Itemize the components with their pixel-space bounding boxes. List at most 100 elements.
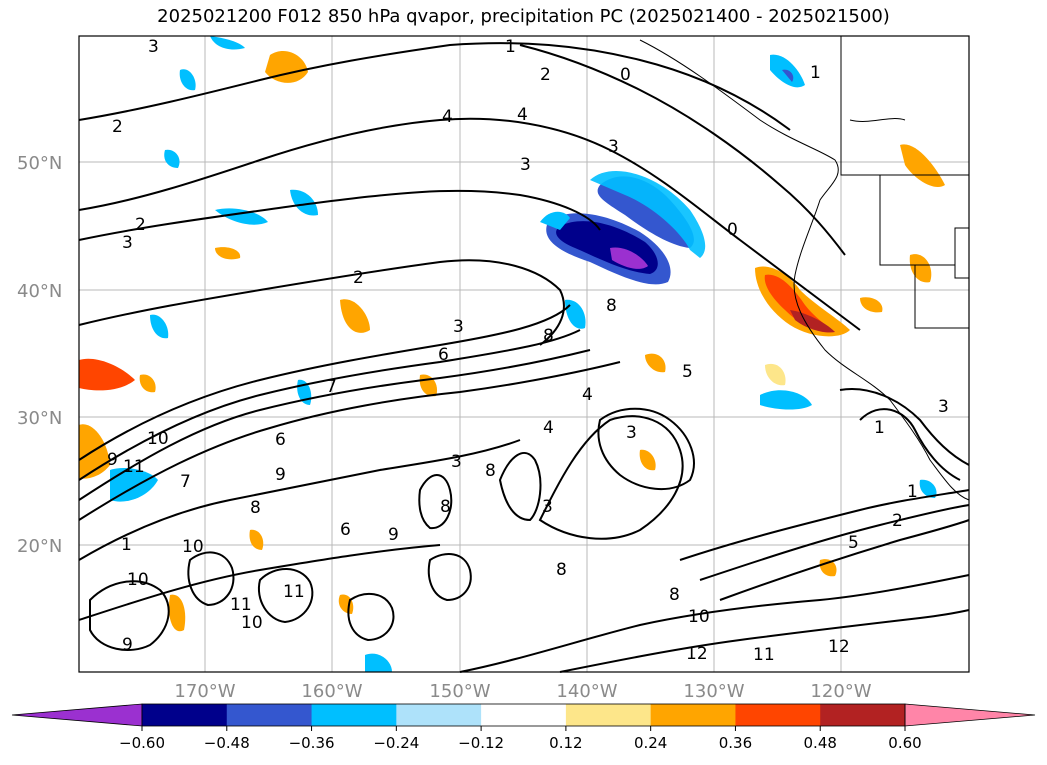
contour-label: 11 — [123, 457, 145, 477]
contour-label: 8 — [250, 498, 261, 518]
contour-label: 10 — [147, 429, 169, 449]
colorbar-tick-label: −0.60 — [119, 734, 165, 752]
contour-label: 3 — [542, 497, 553, 517]
colorbar-tick-label: 0.48 — [804, 734, 837, 752]
contour-label: 9 — [122, 635, 133, 655]
lon-label: 140°W — [556, 681, 617, 702]
lat-labels: 50°N 40°N 30°N 20°N — [17, 153, 62, 557]
contour-label: 1 — [874, 418, 885, 438]
contour-label: 10 — [127, 570, 149, 590]
contour-label: 12 — [828, 637, 850, 657]
contour-label: 4 — [543, 418, 554, 438]
contour-label: 9 — [388, 525, 399, 545]
colorbar-bin — [142, 704, 228, 726]
precip-negative-extreme — [610, 247, 648, 269]
contour-label: 8 — [543, 326, 554, 346]
contour-label: 5 — [848, 533, 859, 553]
contour-label: 6 — [275, 430, 286, 450]
coastline — [639, 36, 970, 501]
colorbar-tick-label: −0.12 — [458, 734, 504, 752]
colorbar-tick-label: −0.48 — [204, 734, 250, 752]
contour-label: 2 — [135, 215, 146, 235]
contour-label: 8 — [669, 585, 680, 605]
qvapor-contours — [78, 42, 970, 673]
precip-positive-rockies — [900, 144, 945, 188]
colorbar-bin — [650, 704, 736, 726]
contour-label: 3 — [626, 423, 637, 443]
lon-label: 150°W — [429, 681, 490, 702]
colorbar-bin — [396, 704, 482, 726]
map-title: 2025021200 F012 850 hPa qvapor, precipit… — [157, 6, 890, 27]
contour-label: 0 — [620, 65, 631, 85]
colorbar-extend-max — [904, 703, 1036, 727]
graticule — [79, 36, 969, 672]
contour-label: 5 — [682, 362, 693, 382]
colorbar-tick-label: 0.60 — [888, 734, 921, 752]
map-border — [78, 35, 970, 673]
lat-label: 20°N — [17, 536, 62, 557]
contour-label: 4 — [582, 385, 593, 405]
colorbar: −0.60 −0.48 −0.36 −0.24 −0.12 0.12 0.24 0.36 0.4… — [11, 703, 1036, 752]
colorbar-tick-label: −0.24 — [373, 734, 419, 752]
contour-label: 8 — [556, 560, 567, 580]
contour-label: 6 — [438, 345, 449, 365]
contour-label: 3 — [608, 137, 619, 157]
contour-label: 3 — [520, 155, 531, 175]
contour-label: 7 — [180, 472, 191, 492]
contour-label: 4 — [442, 107, 453, 127]
colorbar-bin — [820, 704, 906, 726]
colorbar-bin — [565, 704, 652, 726]
contour-label: 3 — [453, 317, 464, 337]
contour-label: 9 — [107, 450, 118, 470]
lon-label: 160°W — [301, 681, 362, 702]
precip-shading — [79, 36, 945, 672]
contour-label: 8 — [606, 296, 617, 316]
lon-label: 120°W — [810, 681, 871, 702]
colorbar-bin — [481, 704, 567, 726]
contour-label: 3 — [938, 397, 949, 417]
lat-label: 50°N — [17, 153, 62, 174]
map-panel — [79, 36, 969, 672]
contour-label: 11 — [230, 595, 252, 615]
contour-label: 6 — [340, 520, 351, 540]
contour-label: 9 — [275, 465, 286, 485]
contour-label: 11 — [753, 645, 775, 665]
contour-labels: 3 2 1 0 2 1 2 4 4 3 3 3 2 3 8 8 6 7 4 3 … — [107, 37, 949, 665]
precip-positive-west — [79, 358, 135, 391]
contour-label: 3 — [148, 37, 159, 57]
contour-label: 12 — [686, 644, 708, 664]
lat-label: 30°N — [17, 408, 62, 429]
contour-label: 1 — [505, 37, 516, 57]
lon-label: 130°W — [683, 681, 744, 702]
contour-label: 7 — [326, 377, 337, 397]
lon-label: 170°W — [174, 681, 235, 702]
lat-label: 40°N — [17, 281, 62, 302]
precip-negative-west-edge — [540, 211, 570, 230]
contour-label: 1 — [907, 482, 918, 502]
contour-label: 3 — [451, 452, 462, 472]
colorbar-extend-min — [11, 703, 143, 727]
colorbar-tick-label: 0.12 — [549, 734, 582, 752]
colorbar-bin — [311, 704, 397, 726]
colorbar-bin — [226, 704, 313, 726]
contour-label: 1 — [121, 535, 132, 555]
contour-label: 8 — [440, 497, 451, 517]
contour-label: 10 — [182, 537, 204, 557]
contour-label: 2 — [112, 117, 123, 137]
contour-label: 11 — [283, 582, 305, 602]
lon-labels: 170°W 160°W 150°W 140°W 130°W 120°W — [174, 681, 871, 702]
contour-label: 2 — [353, 268, 364, 288]
colorbar-tick-label: 0.24 — [634, 734, 667, 752]
colorbar-tick-label: −0.36 — [289, 734, 335, 752]
colorbar-bin — [735, 704, 821, 726]
contour-label: 2 — [892, 511, 903, 531]
contour-label: 2 — [540, 65, 551, 85]
colorbar-outline — [141, 703, 906, 727]
contour-label: 10 — [241, 613, 263, 633]
contour-label: 3 — [122, 233, 133, 253]
contour-label: 10 — [688, 607, 710, 627]
precip-negative-north — [597, 176, 694, 248]
contour-label: 4 — [517, 105, 528, 125]
contour-label: 0 — [727, 220, 738, 240]
